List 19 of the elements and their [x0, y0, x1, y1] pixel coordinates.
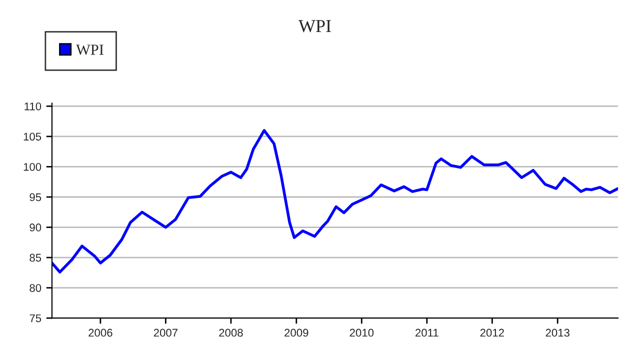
- legend-label: WPI: [76, 44, 104, 55]
- x-tick-label: 2010: [350, 328, 374, 337]
- y-tick-label: 75: [30, 314, 42, 322]
- x-tick-label: 2008: [219, 328, 243, 337]
- y-tick-label: 110: [24, 102, 42, 110]
- x-tick-label: 2009: [284, 328, 308, 337]
- y-tick-label: 90: [30, 224, 42, 232]
- x-tick-label: 2006: [88, 328, 112, 337]
- y-tick-label: 100: [24, 162, 42, 171]
- y-tick-label: 105: [24, 132, 42, 141]
- x-tick-label: 2012: [480, 328, 504, 337]
- line-series: [52, 129, 618, 274]
- y-tick-label: 95: [30, 193, 42, 202]
- x-tick-label: 2007: [154, 328, 178, 337]
- x-tick-label: 2011: [416, 328, 438, 337]
- chart-title: WPI: [298, 20, 331, 32]
- y-tick-label: 80: [30, 284, 42, 292]
- x-tick-label: 2013: [546, 328, 570, 337]
- y-tick-label: 85: [30, 254, 42, 262]
